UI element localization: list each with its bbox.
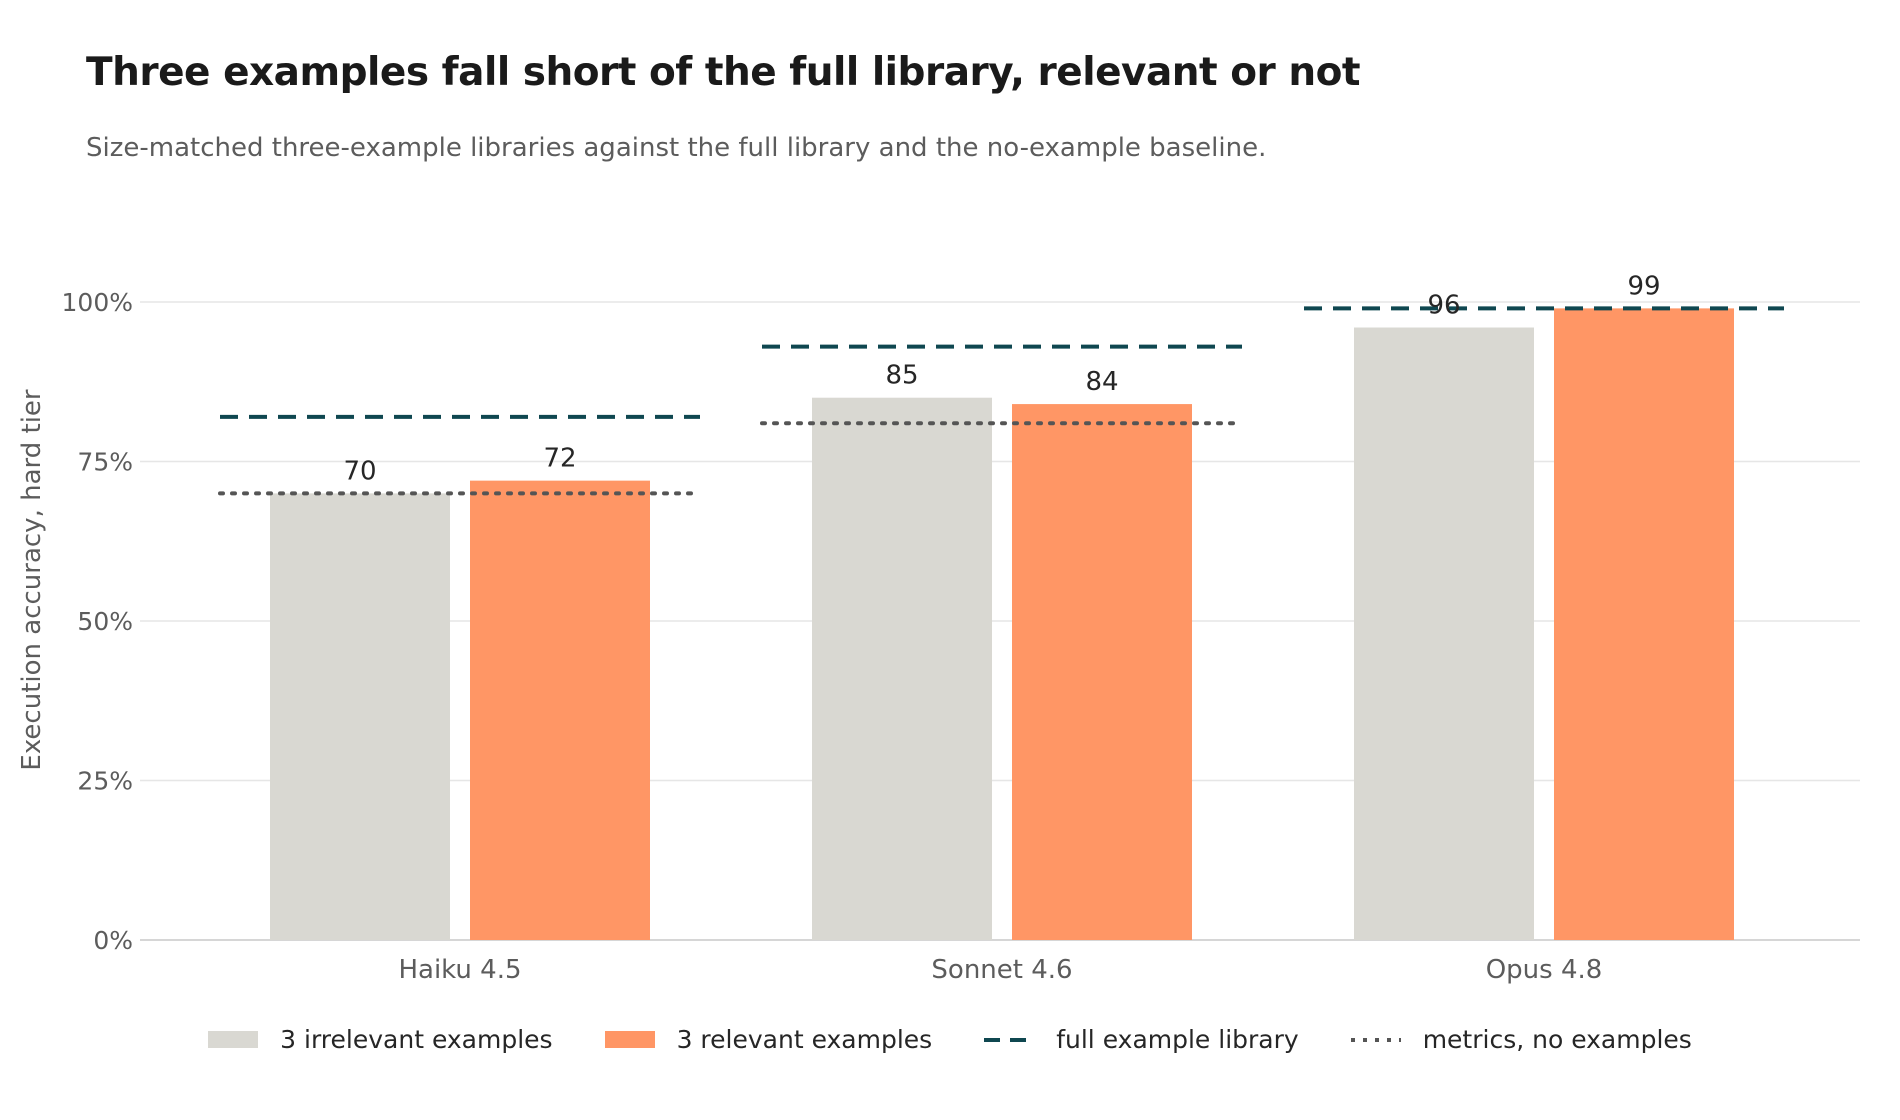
y-tick-label: 75%: [77, 448, 133, 477]
bar: [1554, 308, 1734, 940]
chart-title: Three examples fall short of the full li…: [86, 50, 1361, 95]
data-label: 85: [885, 361, 918, 391]
data-labels: 70 72 85 84 96 99: [343, 271, 1660, 486]
legend-swatch-dotted: [1350, 1037, 1401, 1042]
bar: [270, 493, 450, 940]
y-tick-label: 50%: [77, 607, 133, 636]
legend-item-relevant: 3 relevant examples: [604, 1025, 933, 1054]
bar: [1354, 327, 1534, 940]
bar: [470, 480, 650, 940]
legend-label-relevant: 3 relevant examples: [676, 1025, 933, 1054]
data-label: 96: [1427, 291, 1460, 321]
data-label: 84: [1085, 367, 1118, 397]
legend-item-full-library: full example library: [984, 1025, 1299, 1054]
bar-chart: 70 72 85 84 96 99 0% 25% 50% 75% 100% Haiku 4.5 Son…: [17, 271, 1860, 985]
y-tick-label: 100%: [62, 288, 133, 317]
y-axis-title: Execution accuracy, hard tier: [17, 389, 47, 771]
data-label: 70: [343, 456, 376, 486]
legend-label-full-library: full example library: [1056, 1025, 1299, 1054]
legend-swatch-dashed: [984, 1037, 1035, 1042]
legend-swatch-relevant: [604, 1031, 655, 1048]
x-tick-label: Haiku 4.5: [398, 955, 521, 985]
legend-swatch-irrelevant: [208, 1031, 259, 1048]
legend: 3 irrelevant examples 3 relevant example…: [0, 1025, 1900, 1054]
y-tick-label: 0%: [93, 926, 133, 955]
reference-lines: [218, 306, 1784, 496]
legend-label-no-examples: metrics, no examples: [1422, 1025, 1692, 1054]
legend-item-no-examples: metrics, no examples: [1350, 1025, 1692, 1054]
bars: [270, 308, 1734, 941]
bar: [1012, 404, 1192, 941]
y-tick-label: 25%: [77, 767, 133, 796]
data-label: 99: [1627, 271, 1660, 301]
data-label: 72: [543, 444, 576, 474]
bar: [812, 397, 992, 940]
axes: 0% 25% 50% 75% 100% Haiku 4.5 Sonnet 4.6 Opus 4…: [62, 288, 1603, 985]
legend-item-irrelevant: 3 irrelevant examples: [208, 1025, 553, 1054]
x-tick-label: Sonnet 4.6: [931, 955, 1072, 985]
chart-subtitle: Size-matched three-example libraries aga…: [86, 133, 1267, 163]
legend-label-irrelevant: 3 irrelevant examples: [280, 1025, 553, 1054]
x-tick-label: Opus 4.8: [1486, 955, 1603, 985]
